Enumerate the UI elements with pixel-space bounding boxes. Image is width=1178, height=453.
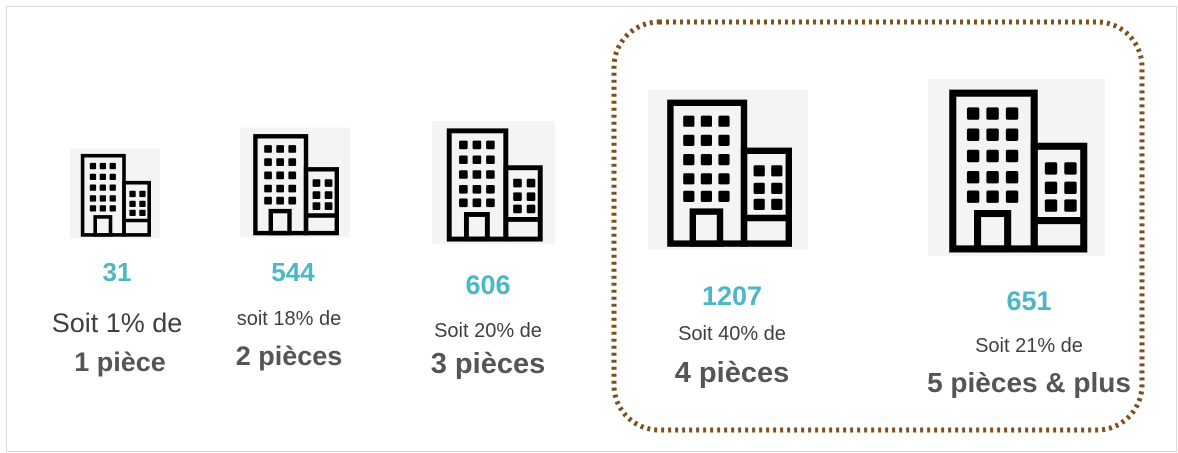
highlight-box [611, 19, 1145, 433]
caption: soit 18% de [237, 308, 342, 330]
label: 5 pièces & plus [927, 367, 1131, 398]
caption: Soit 21% de [975, 335, 1083, 357]
building-icon [928, 79, 1105, 256]
frame [6, 6, 1177, 452]
caption: Soit 1% de [52, 308, 183, 338]
caption: Soit 40% de [678, 323, 786, 345]
count: 1207 [702, 281, 762, 311]
building-icon [240, 128, 350, 238]
count: 31 [103, 257, 132, 287]
building-icon [432, 121, 555, 244]
building-icon [70, 147, 160, 240]
label: 1 pièce [74, 347, 166, 377]
count: 606 [465, 270, 510, 300]
label: 3 pièces [431, 348, 545, 380]
caption: Soit 20% de [434, 320, 542, 342]
count: 651 [1006, 286, 1051, 316]
label: 2 pièces [236, 341, 343, 371]
label: 4 pièces [675, 357, 789, 389]
count: 544 [271, 257, 315, 287]
building-icon [648, 90, 808, 250]
